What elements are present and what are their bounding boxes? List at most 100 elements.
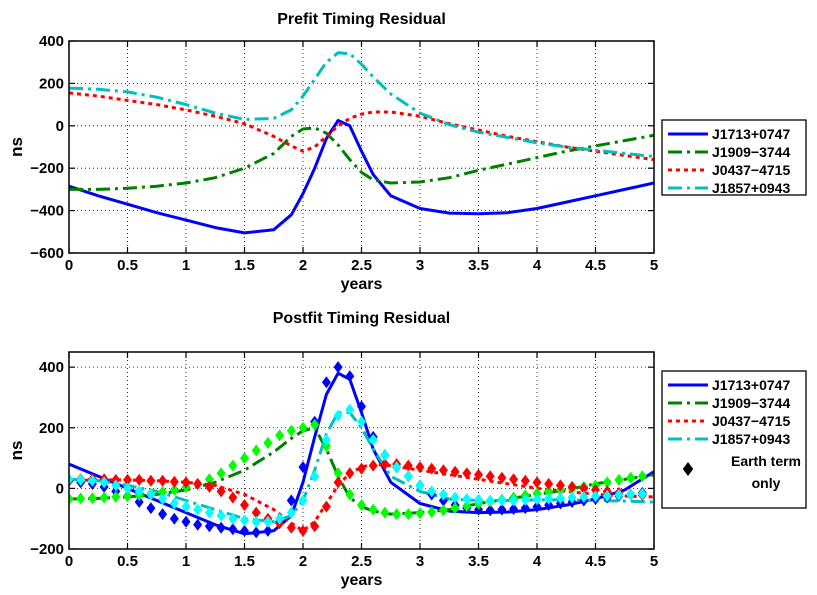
postfit-earth-marker-3-23	[333, 409, 343, 422]
postfit-earth-marker-1-1	[76, 492, 86, 505]
prefit-series-line-2	[69, 91, 654, 162]
postfit-earth-marker-3-37	[497, 494, 507, 507]
postfit-earth-marker-1-13	[216, 467, 226, 480]
postfit-ytick-label: 0	[56, 480, 64, 497]
postfit-title: Postfit Timing Residual	[273, 310, 451, 327]
postfit-earth-marker-3-20	[298, 494, 308, 507]
postfit-earth-marker-2-45	[591, 483, 600, 496]
postfit-earth-marker-3-0	[69, 473, 74, 486]
prefit-xtick-label: 3	[416, 257, 424, 274]
prefit-title: Prefit Timing Residual	[277, 11, 446, 28]
postfit-earth-marker-0-32	[438, 494, 448, 507]
postfit-ytick-label: −200	[30, 541, 64, 558]
postfit-earth-marker-3-45	[591, 490, 600, 503]
postfit-earth-marker-1-4	[111, 490, 121, 503]
postfit-earth-marker-3-9	[169, 497, 179, 510]
postfit-earth-marker-3-38	[509, 494, 519, 507]
postfit-earth-marker-1-12	[204, 473, 214, 486]
prefit-ytick-label: −400	[30, 203, 64, 220]
postfit-legend-box	[661, 370, 807, 509]
postfit-xtick-label: 0	[65, 553, 73, 570]
postfit-earth-marker-1-26	[368, 503, 378, 516]
postfit-earth-marker-0-16	[251, 526, 261, 539]
postfit-earth-marker-0-17	[263, 524, 273, 537]
postfit-earth-marker-3-18	[275, 512, 285, 525]
postfit-earth-marker-1-48	[626, 471, 636, 484]
postfit-earth-marker-3-27	[380, 449, 390, 462]
postfit-earth-marker-2-29	[403, 459, 413, 472]
prefit-legend: J1713+0747 J1909−3744 J0437−4715 J1857+0943	[661, 119, 807, 196]
postfit-earth-marker-0-6	[134, 496, 144, 509]
prefit-series-line-3	[69, 51, 654, 158]
prefit-xtick-label: 2.5	[351, 257, 372, 274]
postfit-earth-marker-2-30	[415, 461, 425, 474]
postfit-earth-marker-1-5	[123, 489, 132, 502]
postfit-panel: 0 0.5 1 1.5 2 2.5 3 3.5 4 4.5 5−2000200400Postfit …	[7, 310, 807, 589]
prefit-ytick-label: 0	[56, 118, 64, 135]
postfit-earth-marker-3-16	[251, 515, 261, 528]
postfit-earth-marker-2-13	[216, 485, 226, 498]
postfit-ytick-label: 400	[39, 359, 64, 376]
postfit-earth-marker-3-33	[450, 491, 460, 504]
prefit-series-group	[69, 51, 654, 235]
postfit-earth-marker-0-13	[216, 521, 226, 534]
prefit-ytick-label: −200	[30, 160, 64, 177]
postfit-earth-marker-1-18	[275, 429, 285, 442]
postfit-earth-marker-3-13	[216, 509, 226, 522]
postfit-earth-marker-2-32	[438, 464, 448, 477]
postfit-earth-marker-3-21	[310, 470, 320, 483]
postfit-xtick-label: 4	[533, 553, 542, 570]
postfit-series-group	[69, 361, 654, 539]
postfit-earth-marker-3-48	[626, 488, 636, 501]
postfit-earth-marker-3-47	[614, 489, 624, 502]
postfit-earth-marker-1-31	[427, 506, 437, 519]
postfit-earth-marker-2-37	[497, 471, 507, 484]
postfit-earth-marker-2-36	[485, 470, 495, 483]
postfit-earth-marker-3-22	[321, 433, 331, 446]
postfit-earth-marker-1-15	[240, 452, 249, 465]
postfit-legend: J1713+0747 J1909−3744 J0437−4715 J1857+0943…	[661, 370, 807, 509]
postfit-earth-marker-2-41	[544, 477, 554, 490]
prefit-xtick-label: 2	[299, 257, 307, 274]
prefit-ytick-label: 200	[39, 75, 64, 92]
postfit-earth-marker-1-25	[357, 499, 366, 512]
postfit-earth-marker-0-7	[146, 502, 156, 515]
postfit-earth-marker-0-10	[181, 515, 191, 528]
postfit-earth-marker-0-11	[193, 518, 203, 531]
prefit-ytick-label: −600	[30, 245, 64, 262]
postfit-earth-marker-0-38	[509, 502, 519, 515]
postfit-earth-marker-3-43	[567, 491, 577, 504]
prefit-ytick-label: 400	[39, 33, 64, 50]
postfit-earth-marker-3-40	[532, 493, 542, 506]
postfit-earth-marker-1-28	[392, 508, 402, 521]
postfit-earth-marker-2-6	[134, 473, 144, 486]
postfit-earth-marker-1-19	[286, 424, 296, 437]
postfit-earth-marker-3-26	[368, 433, 378, 446]
postfit-earth-marker-1-41	[544, 485, 554, 498]
postfit-earth-marker-2-8	[158, 474, 168, 487]
postfit-earth-marker-1-22	[321, 439, 331, 452]
postfit-earth-marker-3-32	[438, 488, 448, 501]
postfit-earth-marker-1-49	[637, 470, 647, 483]
postfit-earth-marker-0-8	[158, 508, 168, 521]
postfit-earth-marker-2-31	[427, 462, 437, 475]
postfit-xtick-label: 5	[650, 553, 658, 570]
postfit-earth-marker-3-39	[520, 493, 530, 506]
postfit-ylabel: ns	[7, 441, 26, 461]
prefit-panel: 0 0.5 1 1.5 2 2.5 3 3.5 4 4.5 5 −600 −400 −200 0 200 400…	[7, 11, 807, 293]
postfit-earth-marker-1-3	[99, 491, 109, 504]
postfit-legend-label: J0437−4715	[712, 413, 790, 429]
postfit-legend-earth-label-2: only	[752, 475, 781, 491]
postfit-earth-marker-3-15	[240, 514, 249, 527]
postfit-earth-marker-3-19	[286, 506, 296, 519]
prefit-ylabel: ns	[7, 137, 26, 157]
postfit-xtick-label: 4.5	[585, 553, 606, 570]
postfit-xtick-label: 0.5	[117, 553, 138, 570]
postfit-legend-label: J1857+0943	[712, 431, 790, 447]
prefit-series-line-0	[69, 119, 654, 235]
postfit-earth-marker-3-3	[99, 476, 109, 489]
postfit-series-line-3	[69, 411, 654, 524]
prefit-xtick-label: 4.5	[585, 257, 606, 274]
postfit-earth-marker-3-49	[637, 487, 647, 500]
